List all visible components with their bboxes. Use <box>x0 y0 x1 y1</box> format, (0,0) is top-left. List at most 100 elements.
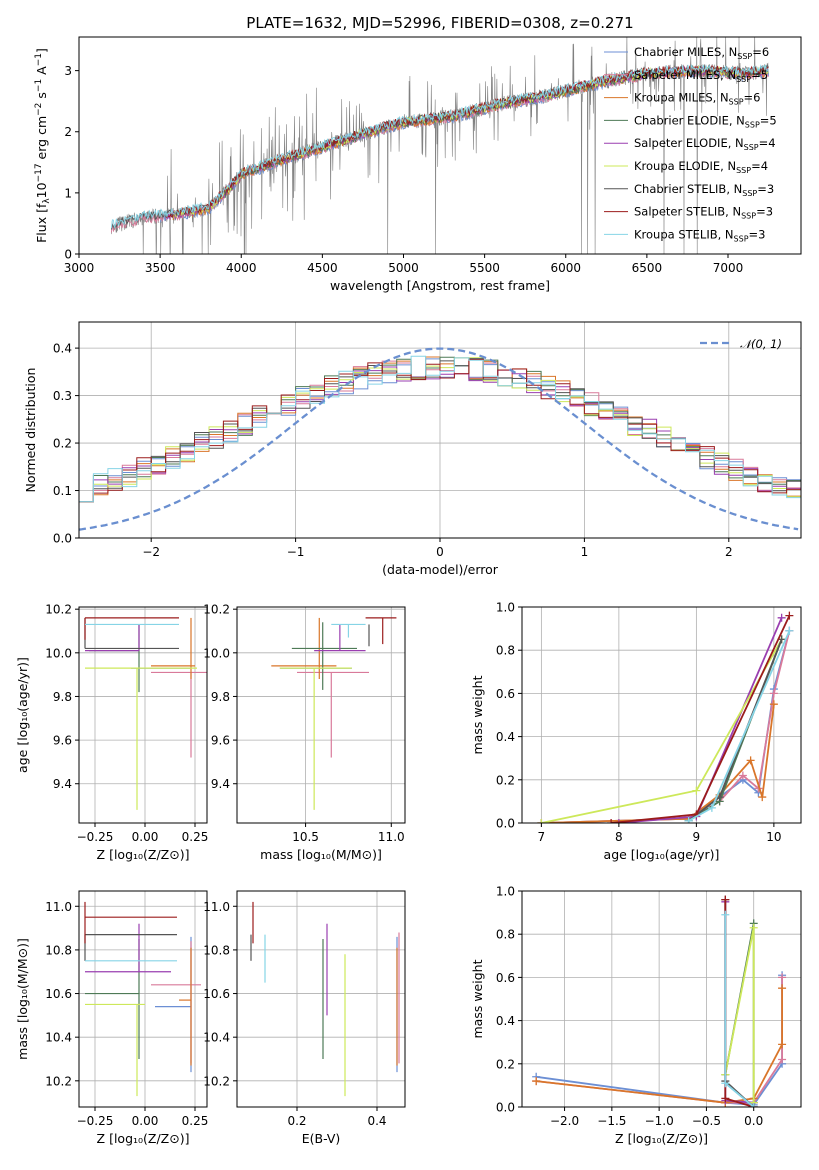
spectrum-frame <box>78 36 802 255</box>
massweight_vs_age-marker-salpeter-elodie <box>614 819 623 823</box>
massweight_vs_age-marker-salpeter-miles <box>738 771 747 780</box>
age_vs_Z-ytick-label: 9.4 <box>53 777 72 791</box>
spectrum-ytick-label: 1 <box>64 186 72 200</box>
legend-label-chabrier-miles: Chabrier MILES, NSSP=6 <box>634 45 769 61</box>
spectrum-ylabel-part: s <box>34 92 49 103</box>
age_vs_Z-point-kroupa-elodie <box>85 667 197 810</box>
mass_vs_EBV-ytick-label: 10.4 <box>203 1031 230 1045</box>
massweight_vs_Z-frame <box>521 890 802 1108</box>
age_vs_mass-ytick-label: 9.8 <box>211 690 230 704</box>
massweight_vs_Z-line-kroupa-elodie <box>724 927 755 1103</box>
massweight_vs_age-marker-kroupa-miles <box>769 700 778 709</box>
mass_vs_Z-ytick-label: 10.8 <box>45 943 72 957</box>
age_vs_Z-xtick-label: 0.00 <box>132 830 159 844</box>
massweight_vs_Z-xtick-label: −1.5 <box>597 1114 626 1128</box>
age_vs_Z-ytick-label: 9.8 <box>53 690 72 704</box>
massweight_vs_Z-axes: −2.0 −1.5 −1.0 −0.5 0.0 0.0 0.2 0.4 0.6 0.8 1.0 Z [… <box>470 885 802 1146</box>
massweight_vs_age-marker-kroupa-elodie <box>537 819 546 823</box>
age_vs_mass-point-salpeter-elodie <box>314 624 366 652</box>
spectrum-xtick-label: 6500 <box>632 261 663 275</box>
age_vs_mass-ytick-label: 10.2 <box>203 603 230 617</box>
residuals-xtick-label: 2 <box>725 545 733 559</box>
residuals-xtick-label: 1 <box>581 545 589 559</box>
age_vs_Z-ytick-label: 9.6 <box>53 734 72 748</box>
mass_vs_Z-xtick-label: 0.00 <box>132 1114 159 1128</box>
residuals-ytick-label: 0.4 <box>53 342 72 356</box>
mass_vs_Z-point-chabrier-stelib <box>84 934 177 961</box>
massweight_vs_Z-marker-salpeter-miles <box>778 1055 787 1064</box>
massweight_vs_age-marker-salpeter-elodie <box>777 613 786 622</box>
massweight_vs_age-ytick-label: 0.8 <box>496 644 515 658</box>
legend-label-kroupa-stelib: Kroupa STELIB, NSSP=3 <box>634 227 765 243</box>
spectrum-ylabel-part: −1 <box>34 53 44 66</box>
massweight_vs_Z-xlabel: Z [log₁₀(Z/Z⊙)] <box>615 1131 708 1146</box>
massweight_vs_age-xtick-label: 8 <box>615 830 623 844</box>
massweight_vs_age-ylabel: mass weight <box>470 675 485 754</box>
massweight_vs_age-xtick-label: 10 <box>766 830 781 844</box>
age_vs_mass-xlabel: mass [log₁₀(M/M⊙)] <box>260 847 382 862</box>
residuals-axes: −2 −1 0 1 2 0.0 0.1 0.2 0.3 0.4 (data-model)/error… <box>23 321 802 577</box>
mass_vs_Z-point-salpeter-elodie <box>85 923 171 973</box>
spectrum-ytick-label: 0 <box>64 248 72 262</box>
massweight_vs_Z-marker-kroupa-stelib <box>721 910 730 919</box>
massweight_vs_Z-xtick-label: 0.0 <box>744 1114 763 1128</box>
massweight_vs_age-plot-area <box>537 611 794 823</box>
mass_vs_EBV-xtick-label: 0.4 <box>367 1114 386 1128</box>
spectrum-xtick-label: 5500 <box>469 261 500 275</box>
mass_vs_Z-point-chabrier-miles <box>155 936 192 1073</box>
mass_vs_Z-plot-area <box>84 901 201 1097</box>
massweight_vs_age-marker-kroupa-elodie <box>692 786 701 795</box>
spectrum-axes: 3000 3500 4000 4500 5000 5500 6000 6500 7000 0 1 2 3… <box>34 36 802 293</box>
spectrum-ylabel-part: −1 <box>34 79 44 92</box>
residuals-grid <box>79 322 801 539</box>
legend-label-kroupa-miles: Kroupa MILES, NSSP=6 <box>634 91 760 107</box>
spectrum-plot-area <box>110 37 770 254</box>
spectrum-ylabel-part: Flux [f <box>34 203 49 243</box>
massweight_vs_Z-marker-kroupa-miles <box>778 1040 787 1049</box>
massweight_vs_Z-marker-salpeter-stelib <box>721 895 730 904</box>
massweight_vs_age-frame-group: 7 8 9 10 0.0 0.2 0.4 0.6 0.8 1.0 age [log₁₀(age/yr… <box>470 601 802 862</box>
age_vs_Z-xtick-label: 0.25 <box>182 830 209 844</box>
massweight_vs_age-marker-kroupa-stelib <box>785 626 794 635</box>
massweight_vs_age-ytick-label: 1.0 <box>496 601 515 615</box>
mass_vs_EBV-ytick-label: 10.2 <box>203 1074 230 1088</box>
massweight_vs_age-marker-kroupa-miles <box>746 756 755 765</box>
normal-reference-curve <box>79 347 799 531</box>
age_vs_mass-point-salpeter-stelib <box>365 617 397 645</box>
spectrum-xtick-label: 4500 <box>307 261 338 275</box>
spectrum-ylabel: Flux [fλ10−17 erg cm−2 s−1 A−1] <box>34 48 52 243</box>
massweight_vs_age-marker-kroupa-stelib <box>707 803 716 812</box>
mass_vs_Z-point-salpeter-stelib <box>84 901 177 944</box>
age_vs_Z-xlabel: Z [log₁₀(Z/Z⊙)] <box>97 847 190 862</box>
massweight_vs_age-marker-kroupa-stelib <box>684 816 693 823</box>
mass_vs_EBV-xlabel: E(B-V) <box>302 1131 341 1146</box>
spectrum-ylabel-part: 10 <box>34 182 49 198</box>
massweight_vs_age-line-salpeter-miles <box>541 630 791 823</box>
age_vs_Z-ytick-label: 10.2 <box>45 603 72 617</box>
massweight_vs_age-marker-salpeter-stelib <box>607 819 616 823</box>
mass_vs_Z-frame <box>78 890 208 1108</box>
age_vs_Z-point-chabrier-elodie <box>89 624 140 693</box>
massweight_vs_age-frame <box>521 606 802 824</box>
age_vs_mass-plot-area <box>271 617 397 810</box>
mass_vs_EBV-ytick-label: 10.6 <box>203 987 230 1001</box>
age_vs_mass-ytick-label: 9.6 <box>211 734 230 748</box>
massweight_vs_Z-xtick-label: −0.5 <box>692 1114 721 1128</box>
massweight_vs_Z-grid <box>522 890 801 1108</box>
legend-label-kroupa-elodie: Kroupa ELODIE, NSSP=4 <box>634 159 768 175</box>
legend-label-salpeter-miles: Salpeter MILES, NSSP=5 <box>634 68 768 84</box>
massweight_vs_Z-ytick-label: 0.8 <box>496 928 515 942</box>
massweight_vs_age-xtick-label: 9 <box>693 830 701 844</box>
mass_vs_EBV-axes: 0.2 0.4 10.2 10.4 10.6 10.8 11.0 E(B-V) <box>203 890 406 1146</box>
mass_vs_Z-ytick-label: 11.0 <box>45 900 72 914</box>
massweight_vs_Z-xtick-label: −1.0 <box>645 1114 674 1128</box>
massweight_vs_Z-ytick-label: 0.4 <box>496 1014 515 1028</box>
age_vs_Z-point-salpeter-miles <box>151 671 207 758</box>
massweight_vs_Z-ylabel: mass weight <box>470 959 485 1038</box>
massweight_vs_Z-marker-salpeter-stelib <box>721 1094 730 1103</box>
massweight_vs_Z-ytick-label: 1.0 <box>496 885 515 899</box>
massweight_vs_Z-xtick-label: −2.0 <box>550 1114 579 1128</box>
mass_vs_Z-grid <box>79 891 207 1107</box>
legend-label-salpeter-stelib: Salpeter STELIB, NSSP=3 <box>634 205 773 221</box>
mass_vs_Z-point-kroupa-miles <box>179 947 192 1066</box>
